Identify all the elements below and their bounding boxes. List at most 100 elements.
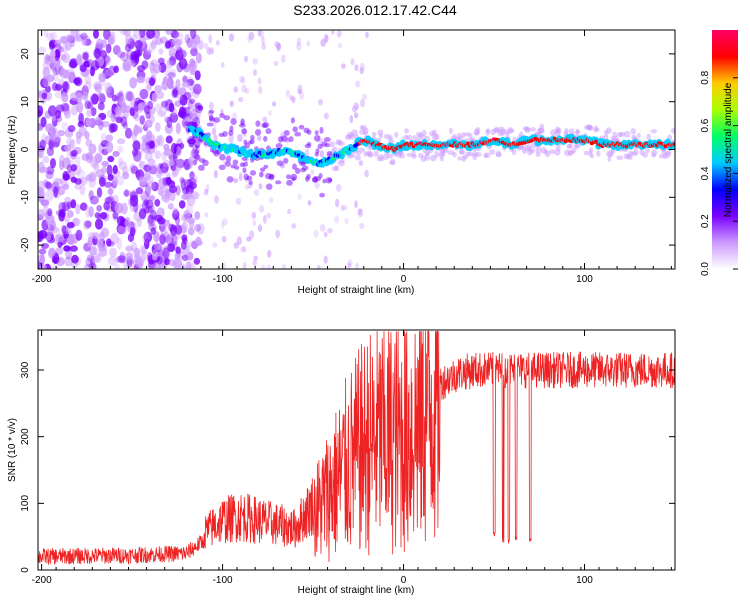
heatmap-cell: [296, 41, 302, 51]
heatmap-cell: [75, 135, 82, 145]
x-tick-label: -100: [213, 575, 233, 586]
heatmap-cell: [66, 164, 73, 173]
heatmap-cell: [175, 246, 181, 254]
heatmap-cell: [134, 49, 141, 59]
heatmap-cell: [75, 229, 83, 241]
heatmap-cell: [143, 105, 150, 115]
heatmap-cell: [236, 236, 243, 246]
heatmap-cell: [249, 139, 255, 145]
heatmap-cell: [202, 159, 209, 167]
heatmap-cell: [317, 143, 323, 150]
heatmap-cell: [117, 255, 127, 264]
heatmap-cell: [129, 107, 135, 117]
heatmap-cell: [44, 53, 51, 64]
heatmap-cell: [313, 134, 321, 142]
heatmap-cell: [170, 171, 177, 178]
heatmap-cell: [225, 155, 232, 163]
heatmap-cell: [114, 106, 123, 116]
heatmap-cell: [262, 121, 270, 128]
heatmap-cell: [75, 55, 83, 66]
heatmap-cell: [165, 234, 174, 245]
heatmap-cell: [174, 252, 181, 261]
heatmap-cell: [38, 46, 47, 55]
heatmap-cell: [42, 156, 50, 164]
heatmap-cell: [276, 160, 284, 167]
heatmap-cell: [341, 63, 346, 69]
heatmap-cell: [165, 176, 171, 186]
heatmap-cell: [46, 208, 53, 216]
heatmap-cell: [112, 211, 119, 220]
heatmap-cell: [261, 36, 265, 45]
heatmap-cell: [48, 248, 56, 257]
heatmap-cell: [49, 157, 57, 169]
heatmap-cell: [54, 39, 61, 48]
heatmap-cell: [162, 247, 170, 259]
heatmap-cell: [246, 236, 252, 242]
snr-x-axis-label: Height of straight line (km): [298, 585, 415, 596]
heatmap-cell: [603, 134, 609, 141]
heatmap-cell: [290, 117, 296, 124]
heatmap-cell: [190, 38, 198, 50]
heatmap-cell: [259, 171, 264, 178]
heatmap-cell: [248, 180, 253, 186]
heatmap-cell: [154, 84, 163, 93]
heatmap-cell: [362, 93, 367, 101]
heatmap-cell: [144, 119, 153, 128]
heatmap-cell: [141, 140, 148, 152]
heatmap-cell: [155, 167, 163, 179]
heatmap-cell: [74, 183, 82, 190]
heatmap-cell: [157, 134, 165, 147]
heatmap-cell: [397, 150, 404, 156]
snr-frame: [37, 329, 676, 571]
heatmap-cell: [60, 53, 67, 61]
heatmap-cell: [105, 69, 114, 77]
heatmap-cell: [338, 42, 343, 49]
heatmap-cell: [100, 132, 107, 145]
heatmap-cell: [55, 233, 65, 243]
heatmap-cell: [335, 139, 343, 146]
heatmap-cell: [83, 220, 92, 230]
heatmap-cell: [539, 123, 545, 130]
heatmap-cell: [219, 113, 225, 119]
heatmap-cell: [88, 206, 95, 218]
heatmap-cell: [41, 92, 47, 100]
heatmap-cell: [303, 127, 310, 134]
heatmap-cell: [85, 139, 93, 147]
heatmap-cell: [129, 226, 136, 237]
heatmap-cell: [294, 131, 302, 137]
heatmap-cell: [347, 262, 352, 269]
heatmap-cell: [45, 227, 55, 235]
heatmap-cell: [275, 229, 281, 239]
heatmap-cell: [272, 101, 277, 107]
heatmap-cell: [46, 166, 55, 175]
heatmap-cell: [314, 181, 320, 189]
heatmap-cell: [310, 169, 315, 175]
heatmap-cell: [224, 161, 231, 167]
colorbar-label: Normalized spectral amplitude: [723, 82, 734, 217]
heatmap-cell: [119, 51, 129, 62]
heatmap-cell: [323, 231, 328, 238]
heatmap-cell: [228, 133, 234, 143]
heatmap-cell: [292, 163, 297, 170]
heatmap-cell: [50, 49, 56, 59]
snr-series-line: [38, 330, 675, 565]
heatmap-cell: [347, 259, 353, 267]
heatmap-cell: [122, 171, 130, 180]
heatmap-cell: [306, 142, 312, 147]
heatmap-cell: [120, 116, 128, 127]
heatmap-cell: [253, 189, 260, 196]
heatmap-cell: [145, 48, 153, 55]
heatmap-cell: [160, 100, 169, 108]
heatmap-cell: [321, 141, 328, 147]
heatmap-cell: [193, 257, 201, 265]
heatmap-cell: [277, 136, 284, 143]
heatmap-cell: [86, 109, 93, 117]
heatmap-cell: [257, 224, 263, 232]
heatmap-cell: [105, 141, 114, 153]
heatmap-cell: [627, 154, 633, 161]
heatmap-cell: [119, 251, 126, 262]
heatmap-cell: [258, 205, 265, 213]
heatmap-cell: [357, 208, 362, 215]
heatmap-cell: [129, 59, 136, 67]
